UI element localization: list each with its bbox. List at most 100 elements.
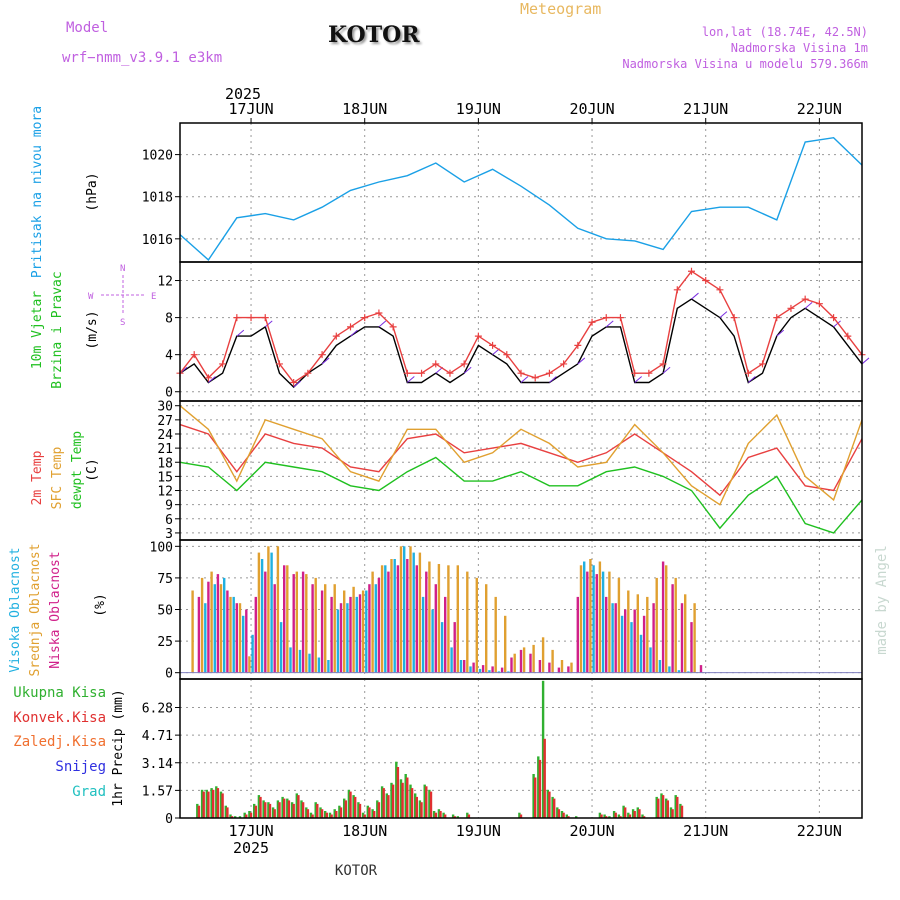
- y-tick-label: 30: [157, 400, 173, 415]
- bar-precip_conv: [283, 798, 286, 818]
- bar-precip_conv: [245, 814, 248, 818]
- bar-precip_conv: [434, 812, 437, 818]
- bar-precip_total: [385, 793, 388, 818]
- bar-precip_conv: [425, 786, 428, 818]
- bar-cloud_mid: [494, 596, 497, 673]
- bar-cloud_mid: [276, 546, 280, 673]
- bar-cloud_mid: [333, 584, 336, 673]
- bar-cloud_mid: [371, 571, 374, 673]
- bar-cloud_mid: [191, 590, 194, 673]
- bar-cloud_mid: [693, 603, 696, 673]
- bar-precip_total: [234, 816, 237, 818]
- bar-precip_conv: [619, 816, 622, 818]
- bar-cloud_mid: [343, 590, 346, 673]
- bar-cloud_low: [633, 609, 636, 673]
- bar-cloud_mid: [229, 596, 232, 673]
- bar-cloud_high: [601, 571, 605, 673]
- bar-precip_conv: [680, 805, 684, 818]
- y-tick-label: 100: [150, 540, 173, 555]
- bar-cloud_mid: [200, 577, 204, 673]
- bar-cloud_high: [242, 615, 245, 673]
- bar-cloud_high: [687, 671, 690, 673]
- bar-precip_total: [617, 814, 621, 818]
- cloud-mid-label: Srednja Oblacnost: [28, 543, 43, 676]
- wind-direction-arrow: [293, 380, 301, 388]
- bar-precip_conv: [439, 811, 442, 818]
- gust-marker: [616, 314, 624, 322]
- bar-cloud_low: [614, 603, 617, 673]
- bar-precip_total: [380, 786, 384, 818]
- bar-precip_conv: [301, 802, 305, 818]
- bar-precip_total: [518, 812, 521, 818]
- gust-marker: [190, 351, 198, 359]
- gust-marker: [830, 314, 838, 322]
- precip-legend-item: Snijeg: [55, 759, 106, 775]
- bar-precip_total: [347, 789, 351, 818]
- gust-marker: [744, 369, 752, 377]
- gust-marker: [332, 332, 340, 340]
- bar-precip_conv: [600, 814, 603, 818]
- bar-cloud_mid: [418, 552, 422, 673]
- y-tick-label: 1.57: [142, 784, 173, 799]
- bottom-year-label: 2025: [233, 839, 269, 857]
- bar-precip_conv: [330, 814, 333, 818]
- bar-cloud_low: [529, 653, 532, 673]
- bar-cloud_low: [216, 574, 220, 673]
- series-temp_2m: [179, 423, 863, 497]
- wind-direction-arrow: [605, 320, 614, 328]
- bar-precip_total: [309, 812, 313, 818]
- top-day-label: 19JUN: [456, 100, 501, 118]
- bar-precip_total: [262, 800, 265, 818]
- top-day-label: 18JUN: [342, 100, 387, 118]
- coords-label: lon,lat (18.74E, 42.5N): [701, 25, 868, 39]
- station-title: KOTOR: [328, 22, 420, 48]
- bar-cloud_low: [557, 667, 561, 673]
- bar-cloud_high: [336, 609, 340, 673]
- model-label: Model: [66, 20, 109, 36]
- bar-precip_conv: [534, 777, 537, 818]
- bar-cloud_high: [583, 561, 586, 673]
- bar-cloud_mid: [286, 565, 289, 673]
- bar-precip_total: [414, 793, 417, 818]
- gust-marker: [759, 360, 767, 368]
- bar-cloud_low: [519, 649, 523, 673]
- bar-precip_total: [636, 807, 639, 818]
- bar-precip_total: [338, 805, 341, 818]
- bar-cloud_mid: [627, 590, 630, 673]
- bar-cloud_mid: [684, 594, 687, 673]
- bar-precip_total: [560, 811, 564, 818]
- bar-cloud_mid: [314, 577, 317, 673]
- precip-legend-item: Ukupna Kisa: [13, 685, 106, 701]
- bar-precip_conv: [391, 784, 395, 818]
- bottom-day-label: 22JUN: [797, 822, 842, 840]
- bar-precip_conv: [624, 807, 627, 818]
- bar-cloud_high: [592, 565, 595, 673]
- y-tick-label: 15: [157, 470, 173, 485]
- bar-precip_conv: [264, 802, 267, 818]
- wind-direction-arrow: [520, 376, 529, 383]
- bar-precip_conv: [377, 802, 381, 818]
- bar-cloud_low: [481, 665, 485, 673]
- bar-cloud_low: [434, 584, 437, 673]
- y-tick-label: 4.71: [142, 729, 173, 744]
- bar-cloud_high: [630, 622, 633, 673]
- bar-cloud_mid: [399, 546, 403, 673]
- bar-precip_conv: [221, 793, 224, 818]
- bar-precip_total: [295, 793, 298, 818]
- y-tick-label: 27: [157, 414, 173, 429]
- y-tick-label: 1020: [142, 149, 173, 164]
- gust-marker: [389, 323, 397, 331]
- bar-precip_conv: [396, 767, 400, 818]
- bar-cloud_low: [472, 662, 475, 673]
- panel-precip: 0 1.57 3.14 4.71 6.28: [142, 678, 863, 827]
- bar-precip_total: [196, 803, 199, 818]
- bar-cloud_high: [251, 634, 254, 673]
- bar-cloud_high: [668, 666, 671, 673]
- bar-precip_total: [376, 800, 379, 818]
- bar-precip_conv: [216, 788, 220, 818]
- gust-marker: [702, 277, 710, 285]
- bar-cloud_low: [235, 603, 238, 673]
- bar-precip_total: [290, 802, 294, 818]
- bar-precip_conv: [230, 816, 234, 818]
- bottom-day-label: 18JUN: [342, 822, 387, 840]
